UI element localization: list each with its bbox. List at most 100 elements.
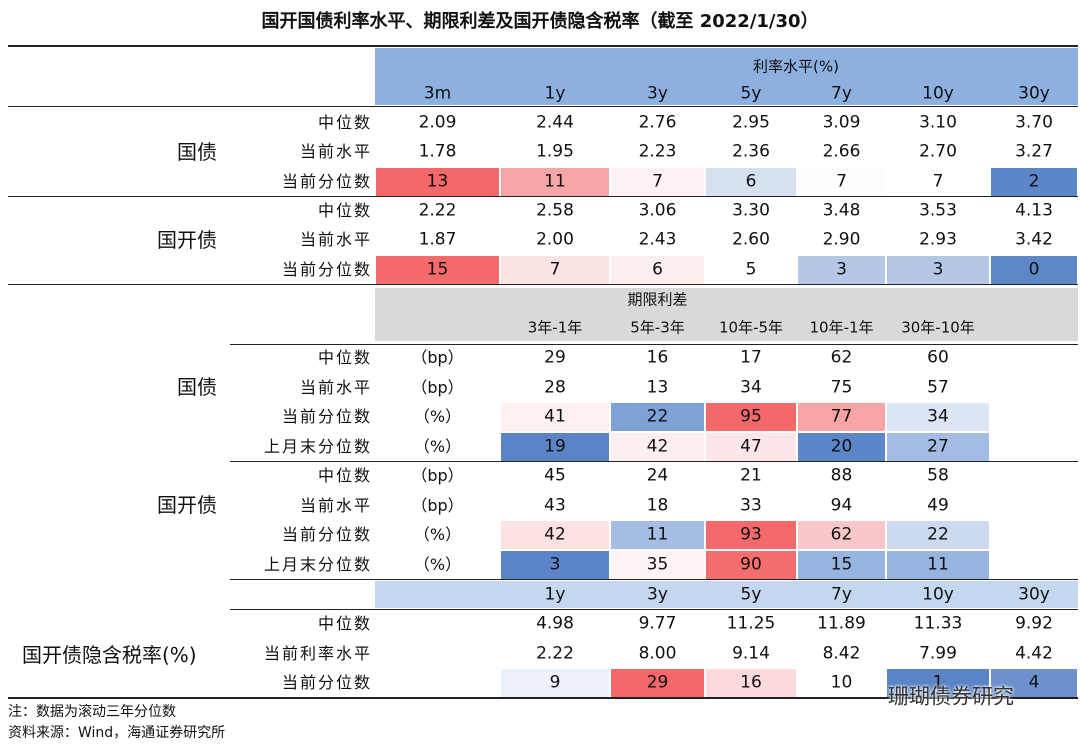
column-header: 3y — [647, 584, 668, 605]
rule — [8, 195, 1078, 197]
row-label: 上月末分位数 — [263, 554, 372, 574]
cell: 2.22 — [418, 200, 457, 221]
cell: 7 — [836, 171, 847, 192]
cell: 22 — [927, 524, 949, 545]
cell: 2.95 — [732, 112, 770, 133]
row-label: 当前利率水平 — [263, 643, 372, 663]
cell-bg — [991, 167, 1077, 196]
group-label: 国债 — [177, 140, 217, 164]
row-label: 中位数 — [317, 348, 372, 367]
cell: 94 — [830, 495, 853, 515]
note: 资料来源：Wind，海通证券研究所 — [8, 725, 226, 741]
cell-bg — [887, 550, 989, 579]
cell: 17 — [740, 347, 762, 368]
cell-bg — [611, 432, 704, 461]
cell: 33 — [740, 495, 762, 515]
row-label: 当前分位数 — [281, 525, 372, 544]
cell-bg — [501, 432, 609, 461]
column-header: 1y — [544, 584, 566, 605]
cell: 42 — [544, 524, 566, 545]
cell: 29 — [646, 672, 669, 693]
column-header: 1y — [544, 83, 566, 104]
cell: 2.76 — [638, 112, 677, 133]
cell: 7 — [932, 171, 944, 192]
header-band — [375, 288, 1078, 341]
column-header: 10y — [922, 83, 954, 104]
cell: 3.09 — [822, 112, 861, 133]
cell: 20 — [830, 436, 853, 456]
cell: 29 — [544, 347, 566, 368]
cell-bg — [887, 521, 989, 549]
cell-bg — [798, 550, 885, 579]
cell: 2.93 — [919, 229, 957, 250]
row-label: 当前分位数 — [281, 171, 372, 191]
cell: 77 — [830, 406, 853, 427]
row-label: 当前水平 — [299, 495, 372, 515]
cell: 5 — [745, 259, 757, 279]
cell: 2.70 — [919, 141, 957, 162]
column-header: 10y — [922, 584, 954, 605]
group-label: 国开债 — [157, 493, 217, 517]
cell-bg — [376, 255, 499, 284]
cell: 15 — [426, 259, 449, 279]
rule — [230, 344, 1078, 345]
cell-bg — [501, 167, 609, 196]
cell-bg — [887, 669, 989, 697]
column-header: 10年-5年 — [718, 318, 784, 337]
rule — [8, 45, 1078, 47]
cell-bg — [798, 403, 885, 431]
cell: 1.87 — [418, 229, 457, 250]
cell: 2.90 — [822, 229, 861, 250]
cell: 2.60 — [732, 229, 770, 250]
column-header: 3年-1年 — [527, 318, 583, 337]
note: 注：数据为滚动三年分位数 — [8, 704, 176, 720]
header-band — [375, 581, 1078, 608]
rule — [230, 579, 1078, 580]
cell: 11 — [927, 554, 949, 574]
cell: 3.27 — [1015, 141, 1053, 162]
cell: 3.42 — [1015, 229, 1053, 250]
header-band — [375, 48, 1078, 105]
cell-bg — [611, 255, 704, 284]
column-header: 10年-1年 — [809, 318, 874, 337]
cell-bg — [991, 669, 1077, 697]
cell: 6 — [745, 171, 757, 192]
unit: （bp） — [411, 495, 464, 515]
column-header: 7y — [831, 584, 852, 605]
cell: 62 — [830, 347, 853, 368]
column-header: 5年-3年 — [630, 318, 685, 337]
cell-bg — [706, 255, 796, 284]
cell: 9.77 — [638, 613, 677, 634]
cell: 3.10 — [919, 112, 957, 133]
cell-bg — [501, 521, 609, 549]
cell: 3 — [932, 259, 944, 279]
cell: 3.70 — [1015, 112, 1053, 133]
column-header: 3m — [423, 83, 452, 104]
cell: 75 — [830, 377, 853, 397]
cell: 22 — [646, 406, 669, 427]
row-label: 当前分位数 — [281, 673, 372, 692]
column-header: 7y — [831, 83, 852, 104]
cell: 11.33 — [913, 613, 963, 634]
cell: 16 — [646, 347, 669, 368]
cell: 4.42 — [1015, 643, 1053, 663]
cell: 3.53 — [919, 200, 957, 221]
cell: 11.89 — [817, 613, 866, 634]
cell: 2.58 — [536, 200, 574, 221]
cell: 11 — [646, 524, 669, 545]
cell: 9 — [549, 672, 561, 693]
cell: 18 — [646, 495, 669, 515]
cell: 62 — [830, 524, 853, 545]
cell: 2.22 — [536, 643, 574, 663]
cell-bg — [798, 521, 885, 549]
cell-bg — [501, 550, 609, 579]
row-label: 当前分位数 — [281, 407, 372, 426]
cell-bg — [887, 432, 989, 461]
rule — [8, 697, 1078, 699]
unit: （%） — [413, 525, 462, 544]
cell-bg — [611, 550, 704, 579]
group-label: 国债 — [177, 375, 217, 399]
column-header: 30y — [1018, 584, 1050, 605]
cell: 88 — [830, 465, 853, 486]
